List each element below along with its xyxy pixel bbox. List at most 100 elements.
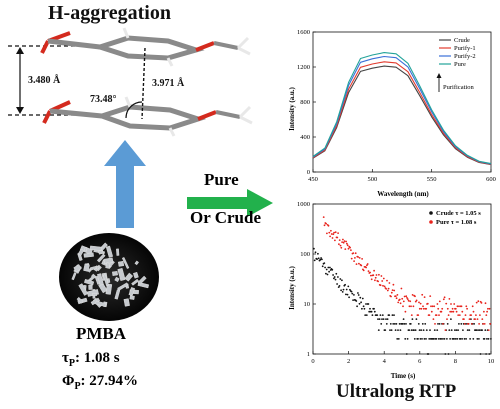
decay-point [437, 323, 439, 325]
decay-point [330, 229, 332, 232]
crystal [116, 248, 120, 256]
decay-point [486, 310, 488, 313]
decay-point [450, 310, 453, 313]
decay-point [402, 318, 405, 320]
decay-point [422, 305, 424, 308]
decay-point [472, 338, 475, 340]
decay-point [418, 301, 420, 304]
decay-point [337, 276, 339, 278]
decay-point [488, 307, 491, 310]
decay-point [401, 297, 404, 300]
decay-point [412, 305, 415, 308]
crystal [134, 260, 139, 266]
decay-point [447, 353, 450, 355]
decay-point [418, 307, 421, 310]
decay-point [405, 323, 407, 325]
decay-point [406, 338, 409, 340]
decay-point [335, 272, 338, 275]
compound-name: PMBA [76, 324, 127, 343]
decay-point [317, 252, 319, 255]
decay-point [387, 287, 390, 290]
decay-point [442, 298, 445, 301]
decay-point [355, 300, 358, 302]
decay-point [454, 329, 456, 331]
decay-point [468, 329, 471, 331]
crystal [94, 275, 101, 285]
decay-point [374, 276, 377, 279]
decay-point [396, 338, 399, 340]
decay-point [455, 310, 458, 313]
decay-point [386, 318, 389, 320]
decay-point [361, 258, 363, 260]
crystal [128, 287, 136, 297]
decay-point [353, 260, 355, 262]
decay-point [432, 318, 435, 320]
decay-point [484, 329, 487, 331]
decay-point [452, 310, 455, 313]
decay-point [386, 289, 389, 292]
decay-point [338, 243, 340, 246]
decay-point [388, 282, 391, 284]
crystal [105, 283, 113, 295]
spectrum-legend-label: Pure [454, 61, 466, 68]
decay-point [321, 265, 324, 268]
decay-point [444, 329, 447, 331]
decay-point [406, 298, 409, 300]
decay-point [438, 314, 440, 316]
decay-point [362, 269, 365, 272]
decay-point [420, 307, 423, 310]
crystal [76, 296, 84, 304]
decay-point [475, 314, 477, 316]
decay-point [328, 231, 331, 234]
decay-point [434, 323, 436, 325]
decay-xtick-label: 6 [418, 358, 422, 365]
decay-point [399, 302, 402, 305]
spectrum-ytick-label: 400 [300, 134, 310, 141]
decay-point [373, 310, 376, 313]
decay-point [450, 329, 453, 331]
phosphorescence-decay-chart: Intensity (a.u.) Time (s) 0 2 4 6 8 10 1 10 100 1… [288, 201, 494, 380]
crystal [89, 265, 97, 271]
distance-label-2: 3.971 Å [152, 77, 185, 89]
crystal [84, 278, 95, 286]
decay-point [474, 318, 476, 320]
spectrum-ytick-label: 1600 [297, 29, 310, 36]
decay-point [333, 231, 335, 234]
decay-point [389, 323, 392, 325]
decay-point [397, 301, 400, 304]
decay-point [385, 318, 387, 320]
decay-point [447, 314, 450, 316]
decay-point [343, 240, 346, 242]
decay-point [320, 257, 322, 259]
purification-annotation: Purification [443, 84, 474, 91]
decay-point [342, 241, 345, 244]
decay-point [479, 314, 481, 316]
decay-point [453, 303, 456, 305]
crystal [95, 300, 107, 307]
crystal [121, 257, 130, 269]
decay-point [404, 310, 407, 313]
spectrum-ytick-label: 0 [307, 169, 310, 176]
spectrum-xlabel: Wavelength (nm) [377, 190, 429, 198]
decay-point [329, 235, 331, 238]
crystal [117, 268, 126, 282]
decay-point [424, 323, 427, 325]
crystal [102, 274, 109, 287]
decay-point [319, 258, 322, 261]
decay-point [449, 338, 451, 340]
decay-point [450, 318, 452, 320]
decay-point [414, 329, 417, 331]
decay-point [411, 318, 414, 320]
decay-point [426, 302, 429, 305]
decay-point [437, 307, 440, 310]
decay-point [313, 247, 315, 250]
decay-point [323, 262, 326, 264]
decay-point [390, 329, 393, 331]
decay-point [398, 298, 401, 301]
crystal [92, 292, 98, 296]
decay-point [363, 307, 366, 310]
decay-point [354, 257, 356, 259]
quantum-yield-value: ΦP: 27.94% [62, 373, 139, 392]
spectrum-series-line [312, 52, 492, 165]
decay-point [393, 289, 396, 292]
